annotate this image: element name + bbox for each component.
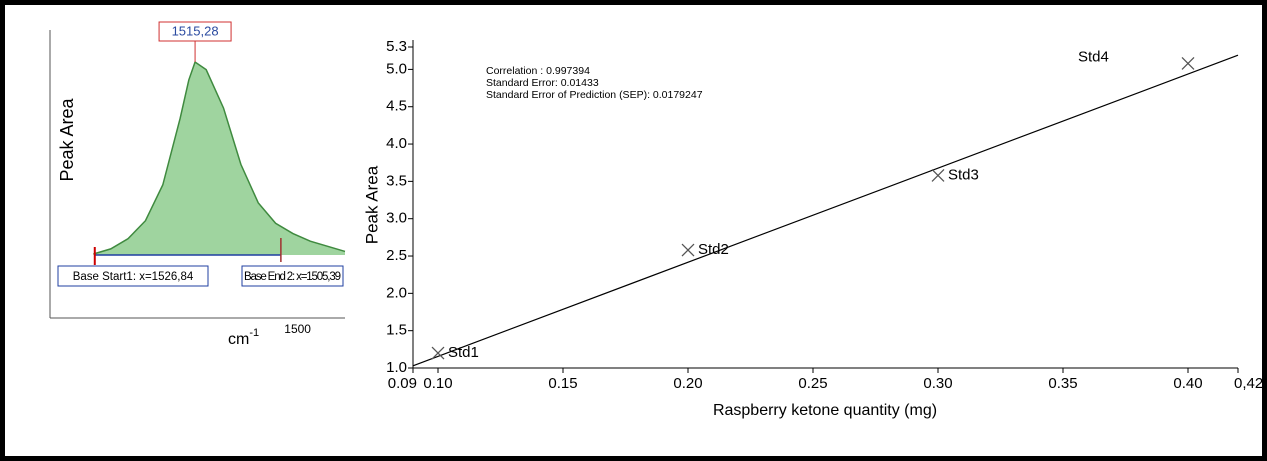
x-tick-label: 0.09 xyxy=(388,375,417,392)
right-x-label: Raspberry ketone quantity (mg) xyxy=(713,402,937,419)
base-end-label: Base End 2: x=1505,39 xyxy=(244,271,341,283)
point-label: Std1 xyxy=(448,344,479,361)
unit: cm xyxy=(228,331,249,348)
left-y-label: Peak Area xyxy=(57,97,77,181)
annotation: Standard Error: 0.01433 xyxy=(486,77,599,89)
base-end-box xyxy=(241,265,344,287)
y-tick-label: 2.0 xyxy=(386,284,407,301)
y-tick-label: 1.5 xyxy=(386,322,407,339)
point xyxy=(681,243,695,257)
x-tick-label: 0,42 xyxy=(1234,375,1263,392)
x-tick-label: 0.30 xyxy=(923,375,952,392)
x-tick-label: 0.10 xyxy=(423,375,452,392)
x-tick-label: 0.40 xyxy=(1173,375,1202,392)
base-start-label: Base Start1: x=1526,84 xyxy=(73,271,194,283)
point-label: Std2 xyxy=(698,241,729,258)
point xyxy=(1181,56,1195,70)
annotation: Standard Error of Prediction (SEP): 0.01… xyxy=(486,89,703,101)
right-y-label: Peak Area xyxy=(362,165,381,244)
point xyxy=(931,168,945,182)
fit-line xyxy=(412,54,1239,367)
y-tick-label: 4.0 xyxy=(386,135,407,152)
y-tick-label: 3.5 xyxy=(386,172,407,189)
x-tick-label: 0.35 xyxy=(1048,375,1077,392)
x-tick-label: 1500 xyxy=(284,322,311,336)
y-tick-label: 5.0 xyxy=(386,60,407,77)
x-tick-label: 0.20 xyxy=(673,375,702,392)
point-label: Std3 xyxy=(948,166,979,183)
point xyxy=(431,346,445,360)
y-tick-label: 5.3 xyxy=(386,38,407,55)
peak-box xyxy=(158,21,232,42)
y-tick-label: 1.0 xyxy=(386,359,407,376)
y-tick-label: 4.5 xyxy=(386,98,407,115)
base-start-box xyxy=(57,265,209,287)
y-tick-label: 2.5 xyxy=(386,247,407,264)
unit-exponent: -1 xyxy=(249,327,259,339)
spectrum xyxy=(93,60,346,255)
x-tick-label: 0.25 xyxy=(798,375,827,392)
point-label: Std4 xyxy=(1078,48,1109,65)
left-x-label: cm-1 xyxy=(228,327,259,348)
annotation: Correlation : 0.997394 xyxy=(486,65,590,77)
y-tick-label: 3.0 xyxy=(386,210,407,227)
peak-label: 1515,28 xyxy=(172,23,219,38)
peak-fill xyxy=(93,62,345,255)
x-tick-label: 0.15 xyxy=(548,375,577,392)
